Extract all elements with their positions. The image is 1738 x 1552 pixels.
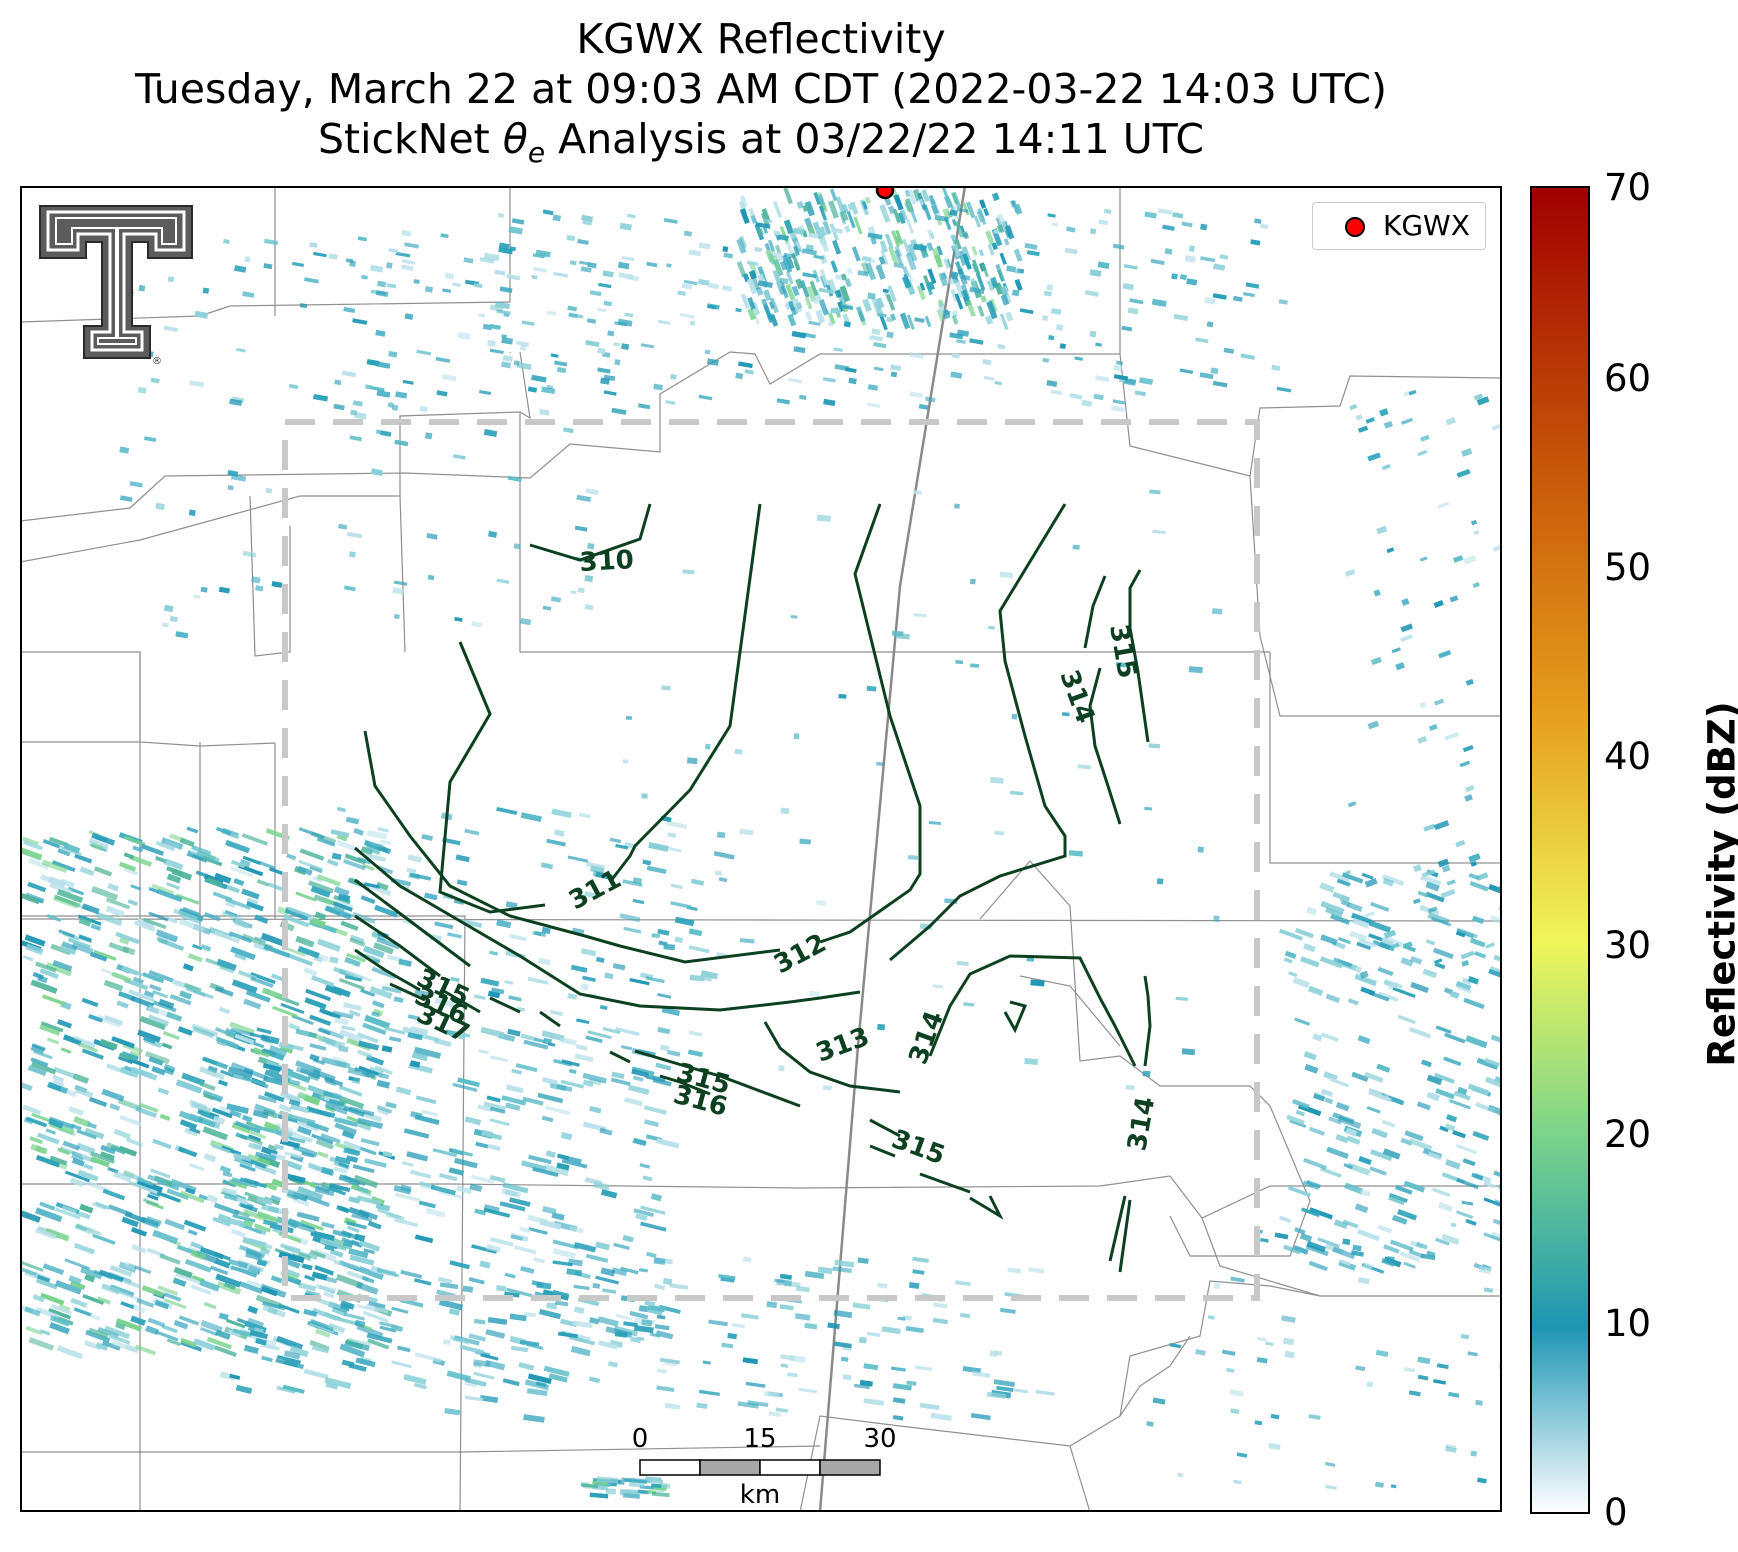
contour-label: 315 [888,1124,949,1171]
texas-tech-double-t-logo: ® [39,205,193,367]
colorbar-tick: 50 [1604,546,1652,589]
colorbar-tick: 20 [1604,1113,1652,1156]
colorbar [1530,186,1590,1514]
colorbar-tick: 60 [1604,357,1652,400]
scale-bar [639,1459,881,1476]
contour-label: 315 [1103,622,1142,681]
colorbar-tick: 70 [1604,166,1652,209]
colorbar-tick: 0 [1604,1491,1628,1534]
analysis-domain-box [282,419,1260,1301]
contour-label: 310 [579,545,635,578]
radar-map: 310 311 312 313 314 314 314 315 315 315 … [20,186,1502,1512]
radar-site-legend-marker [1345,217,1365,237]
radar-site-marker [875,186,895,200]
contour-label: 314 [903,1007,950,1068]
title-line-1: KGWX Reflectivity [576,15,946,63]
theta-e-contours [354,503,1152,1273]
colorbar-tick: 30 [1604,924,1652,967]
county-borders [20,186,1502,1512]
title-line-3: StickNet θe Analysis at 03/22/22 14:11 U… [318,115,1204,170]
colorbar-tick: 10 [1604,1302,1652,1345]
contour-labels: 310 311 312 313 314 314 314 315 315 315 … [410,545,1161,1171]
reflectivity-echoes [20,186,1502,1499]
title-line-2: Tuesday, March 22 at 09:03 AM CDT (2022-… [134,65,1387,113]
scale-bar-tick: 30 [863,1424,897,1454]
contour-label: 312 [769,928,831,980]
legend-label: KGWX [1383,209,1470,242]
scale-bar-tick: 0 [631,1424,649,1454]
colorbar-tick: 40 [1604,735,1652,778]
colorbar-label: Reflectivity (dBZ) [1700,701,1738,1067]
registered-mark: ® [152,356,162,367]
scale-bar-unit: km [739,1480,781,1510]
scale-bar-tick: 15 [743,1424,777,1454]
highway-line [818,186,967,1512]
contour-label: 314 [1122,1095,1161,1154]
contour-label: 313 [812,1022,873,1069]
contour-label: 314 [1053,666,1100,727]
legend: KGWX [1312,202,1486,250]
